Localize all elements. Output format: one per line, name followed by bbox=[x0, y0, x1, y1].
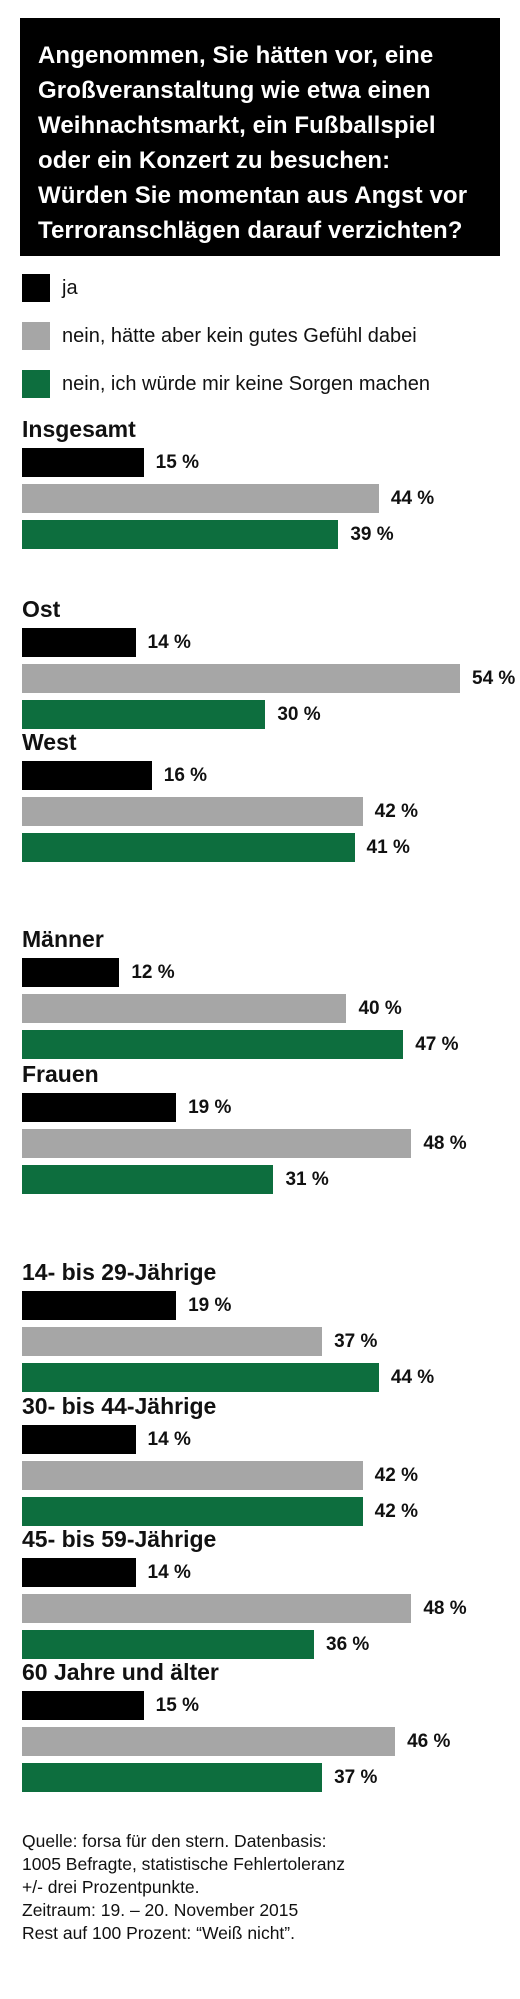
source-line: Rest auf 100 Prozent: “Weiß nicht”. bbox=[22, 1923, 295, 1943]
bar-14-bis-29-jaehrige-series-0 bbox=[22, 1291, 177, 1320]
group-label-ost: Ost bbox=[22, 596, 61, 622]
bar-frauen-series-2 bbox=[22, 1165, 274, 1194]
bar-value-30-bis-44-jaehrige-series-2: 42 % bbox=[374, 1501, 418, 1522]
bar-maenner-series-1 bbox=[22, 994, 347, 1023]
bar-maenner-series-2 bbox=[22, 1030, 404, 1059]
bar-value-ost-series-2: 30 % bbox=[277, 704, 321, 725]
bar-ost-series-0 bbox=[22, 628, 136, 657]
bar-west-series-0 bbox=[22, 761, 152, 790]
legend-item-ja: ja bbox=[22, 270, 512, 306]
bar-ost-series-1 bbox=[22, 664, 460, 693]
source-note: Quelle: forsa für den stern. Datenbasis:… bbox=[22, 1830, 502, 1945]
bar-maenner-series-0 bbox=[22, 958, 120, 987]
source-line: +/- drei Prozentpunkte. bbox=[22, 1877, 200, 1897]
source-line: Zeitraum: 19. – 20. November 2015 bbox=[22, 1900, 299, 1920]
bar-insgesamt-series-0 bbox=[22, 448, 144, 477]
bar-value-west-series-0: 16 % bbox=[163, 765, 208, 786]
bar-value-maenner-series-2: 47 % bbox=[415, 1034, 459, 1055]
legend-label-nein-keine-sorgen: nein, ich würde mir keine Sorgen machen bbox=[62, 373, 430, 395]
group-label-frauen: Frauen bbox=[22, 1061, 99, 1087]
bar-value-maenner-series-0: 12 % bbox=[131, 962, 175, 983]
bar-45-bis-59-jaehrige-series-2 bbox=[22, 1630, 314, 1659]
legend-swatch-nein-keine-sorgen bbox=[22, 370, 50, 398]
bar-60-jahre-und-aelter-series-0 bbox=[22, 1691, 144, 1720]
group-label-14-bis-29-jaehrige: 14- bis 29-Jährige bbox=[22, 1259, 217, 1285]
bar-value-45-bis-59-jaehrige-series-0: 14 % bbox=[147, 1562, 191, 1583]
bar-14-bis-29-jaehrige-series-2 bbox=[22, 1363, 379, 1392]
bar-60-jahre-und-aelter-series-1 bbox=[22, 1727, 396, 1756]
bar-value-west-series-1: 42 % bbox=[374, 801, 418, 822]
bar-14-bis-29-jaehrige-series-1 bbox=[22, 1327, 323, 1356]
legend-label-nein-ungutes-gefuehl: nein, hätte aber kein gutes Gefühl dabei bbox=[62, 325, 417, 347]
bar-value-45-bis-59-jaehrige-series-2: 36 % bbox=[326, 1634, 370, 1655]
bar-value-frauen-series-1: 48 % bbox=[423, 1133, 467, 1154]
group-label-maenner: Männer bbox=[22, 926, 104, 952]
group-label-insgesamt: Insgesamt bbox=[22, 416, 136, 442]
bar-value-30-bis-44-jaehrige-series-1: 42 % bbox=[374, 1465, 418, 1486]
bar-value-14-bis-29-jaehrige-series-0: 19 % bbox=[188, 1295, 232, 1316]
group-label-45-bis-59-jaehrige: 45- bis 59-Jährige bbox=[22, 1526, 217, 1552]
bar-value-insgesamt-series-2: 39 % bbox=[350, 524, 394, 545]
bar-value-insgesamt-series-0: 15 % bbox=[155, 452, 199, 473]
legend-swatch-ja bbox=[22, 274, 50, 302]
bar-frauen-series-0 bbox=[22, 1093, 177, 1122]
bar-60-jahre-und-aelter-series-2 bbox=[22, 1763, 323, 1792]
bar-value-ost-series-1: 54 % bbox=[472, 668, 516, 689]
bar-value-insgesamt-series-1: 44 % bbox=[390, 488, 435, 509]
bar-value-ost-series-0: 14 % bbox=[147, 632, 191, 653]
bar-west-series-2 bbox=[22, 833, 355, 862]
bar-45-bis-59-jaehrige-series-0 bbox=[22, 1558, 136, 1587]
bar-value-frauen-series-2: 31 % bbox=[285, 1169, 329, 1190]
legend-item-nein-ungutes-gefuehl: nein, hätte aber kein gutes Gefühl dabei bbox=[22, 318, 512, 354]
source-line: 1005 Befragte, statistische Fehlertolera… bbox=[22, 1854, 345, 1874]
source-line: Quelle: forsa für den stern. Datenbasis: bbox=[22, 1831, 327, 1851]
bar-value-45-bis-59-jaehrige-series-1: 48 % bbox=[423, 1598, 467, 1619]
bar-value-60-jahre-und-aelter-series-1: 46 % bbox=[407, 1731, 451, 1752]
bar-30-bis-44-jaehrige-series-2 bbox=[22, 1497, 363, 1526]
bar-value-frauen-series-0: 19 % bbox=[188, 1097, 232, 1118]
bar-ost-series-2 bbox=[22, 700, 266, 729]
chart-title: Angenommen, Sie hätten vor, eine Großver… bbox=[20, 18, 500, 256]
legend-item-nein-keine-sorgen: nein, ich würde mir keine Sorgen machen bbox=[22, 366, 512, 402]
bar-30-bis-44-jaehrige-series-1 bbox=[22, 1461, 363, 1490]
bar-value-30-bis-44-jaehrige-series-0: 14 % bbox=[147, 1429, 191, 1450]
bar-value-60-jahre-und-aelter-series-2: 37 % bbox=[334, 1767, 378, 1788]
bar-insgesamt-series-1 bbox=[22, 484, 379, 513]
bar-30-bis-44-jaehrige-series-0 bbox=[22, 1425, 136, 1454]
bar-45-bis-59-jaehrige-series-1 bbox=[22, 1594, 412, 1623]
bar-west-series-1 bbox=[22, 797, 363, 826]
bar-value-14-bis-29-jaehrige-series-2: 44 % bbox=[390, 1367, 435, 1388]
group-label-west: West bbox=[22, 729, 77, 755]
bar-value-60-jahre-und-aelter-series-0: 15 % bbox=[155, 1695, 199, 1716]
bar-value-14-bis-29-jaehrige-series-1: 37 % bbox=[334, 1331, 378, 1352]
group-label-60-jahre-und-aelter: 60 Jahre und älter bbox=[22, 1659, 219, 1685]
bar-frauen-series-1 bbox=[22, 1129, 412, 1158]
group-label-30-bis-44-jaehrige: 30- bis 44-Jährige bbox=[22, 1393, 217, 1419]
legend: ja nein, hätte aber kein gutes Gefühl da… bbox=[22, 270, 512, 414]
bar-insgesamt-series-2 bbox=[22, 520, 339, 549]
legend-label-ja: ja bbox=[62, 277, 78, 299]
legend-swatch-nein-ungutes-gefuehl bbox=[22, 322, 50, 350]
bar-value-maenner-series-1: 40 % bbox=[358, 998, 402, 1019]
bar-value-west-series-2: 41 % bbox=[366, 837, 410, 858]
